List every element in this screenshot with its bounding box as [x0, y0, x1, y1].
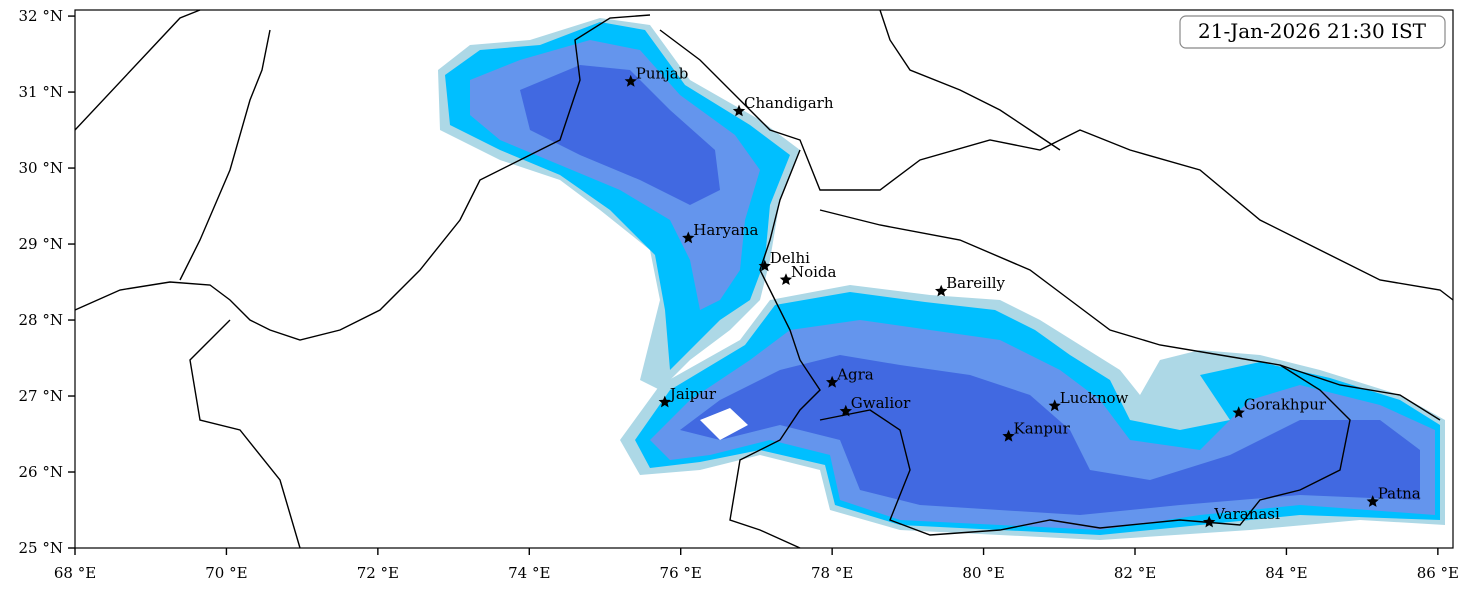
border	[879, 9, 1061, 151]
city-marker	[732, 104, 746, 117]
city-marker	[779, 273, 793, 285]
border	[74, 9, 201, 131]
x-tick-label: 72 °E	[357, 564, 399, 582]
city-marker	[1366, 495, 1379, 507]
city-label: Patna	[1378, 485, 1421, 503]
city-marker	[658, 395, 671, 408]
y-tick-label: 32 °N	[19, 7, 63, 25]
city-label: Lucknow	[1060, 389, 1129, 407]
border	[659, 29, 1454, 301]
city-marker	[758, 259, 771, 272]
x-tick-label: 76 °E	[660, 564, 702, 582]
city-marker	[839, 404, 852, 417]
city-label: Bareilly	[946, 274, 1005, 292]
city-label: Gorakhpur	[1244, 396, 1327, 414]
city-label: Noida	[791, 263, 837, 281]
border	[819, 364, 1351, 536]
rain-heavy	[520, 65, 720, 205]
city-label: Punjab	[636, 64, 689, 82]
x-tick-label: 80 °E	[962, 564, 1004, 582]
x-tick-label: 78 °E	[811, 564, 853, 582]
y-tick-label: 31 °N	[19, 83, 63, 101]
ticks: 68 °E 70 °E 72 °E 74 °E 76 °E 78 °E 80 °E 82 °E…	[19, 7, 1459, 582]
border	[819, 209, 1441, 421]
x-tick-label: 86 °E	[1417, 564, 1459, 582]
border	[729, 149, 821, 549]
city-label: Chandigarh	[744, 94, 834, 112]
city-marker	[1048, 399, 1061, 412]
city-marker	[826, 375, 839, 388]
y-tick-label: 25 °N	[19, 539, 63, 557]
rain-heavy	[680, 355, 1420, 515]
city-label: Jaipur	[668, 385, 717, 403]
timestamp: 21-Jan-2026 21:30 IST	[1198, 19, 1427, 43]
y-tick-label: 29 °N	[19, 235, 63, 253]
plot-frame	[74, 9, 1454, 549]
city-label: Haryana	[693, 221, 758, 239]
city-marker	[682, 231, 695, 244]
border	[189, 319, 301, 549]
rain-field	[438, 18, 1445, 540]
x-tick-label: 84 °E	[1265, 564, 1307, 582]
borders	[74, 9, 1454, 549]
city-label: Gwalior	[851, 394, 911, 412]
rain-clear	[700, 408, 748, 440]
city-label: Varanasi	[1213, 505, 1280, 523]
x-tick-label: 82 °E	[1114, 564, 1156, 582]
city-marker	[1232, 406, 1245, 418]
x-tick-label: 70 °E	[205, 564, 247, 582]
city-marker	[1203, 515, 1216, 528]
city-marker	[624, 74, 637, 87]
y-tick-label: 30 °N	[19, 159, 63, 177]
x-tick-label: 74 °E	[508, 564, 550, 582]
border	[179, 29, 271, 281]
city-label: Delhi	[770, 249, 810, 267]
y-tick-label: 28 °N	[19, 311, 63, 329]
city-marker	[935, 284, 948, 297]
y-tick-label: 26 °N	[19, 463, 63, 481]
x-tick-label: 68 °E	[54, 564, 96, 582]
y-tick-label: 27 °N	[19, 387, 63, 405]
city-label: Agra	[836, 365, 874, 383]
border	[74, 14, 651, 341]
city-label: Kanpur	[1014, 419, 1071, 437]
city-marker	[1002, 429, 1015, 442]
timestamp-box	[1179, 15, 1446, 49]
